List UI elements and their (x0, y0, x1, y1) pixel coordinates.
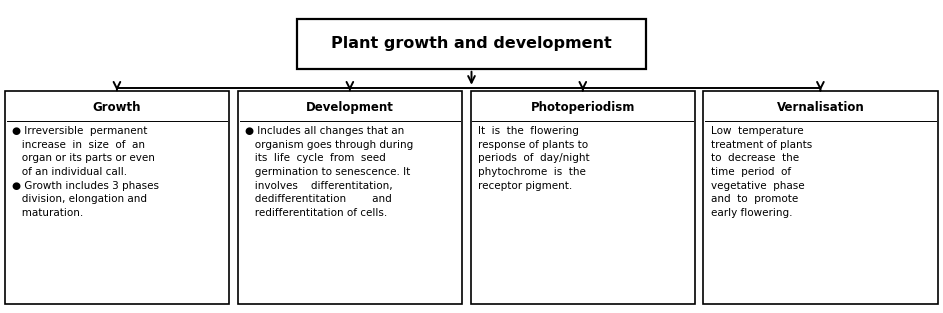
Text: Photoperiodism: Photoperiodism (531, 101, 635, 115)
Text: Growth: Growth (92, 101, 141, 115)
FancyBboxPatch shape (471, 91, 695, 304)
FancyBboxPatch shape (297, 19, 646, 69)
Text: It  is  the  flowering
response of plants to
periods  of  day/night
phytochrome : It is the flowering response of plants t… (478, 126, 589, 191)
Text: ● Includes all changes that an
   organism goes through during
   its  life  cyc: ● Includes all changes that an organism … (245, 126, 413, 218)
Text: Plant growth and development: Plant growth and development (331, 36, 612, 51)
Text: Development: Development (306, 101, 394, 115)
Text: Vernalisation: Vernalisation (777, 101, 865, 115)
FancyBboxPatch shape (703, 91, 938, 304)
FancyBboxPatch shape (238, 91, 462, 304)
Text: ● Irreversible  permanent
   increase  in  size  of  an
   organ or its parts or: ● Irreversible permanent increase in siz… (12, 126, 159, 218)
Text: Low  temperature
treatment of plants
to  decrease  the
time  period  of
vegetati: Low temperature treatment of plants to d… (711, 126, 812, 218)
FancyBboxPatch shape (5, 91, 229, 304)
